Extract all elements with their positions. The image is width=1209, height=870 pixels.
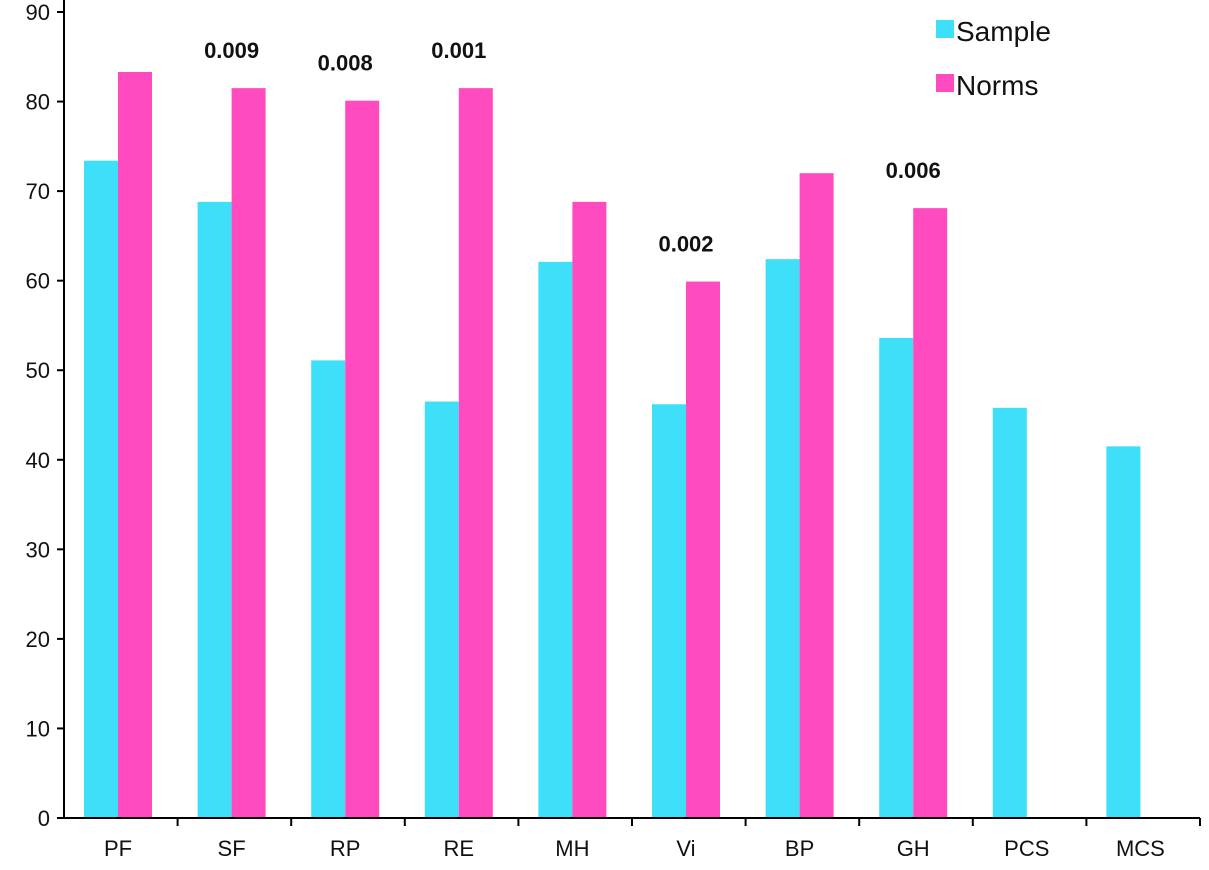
bar-norms-pf xyxy=(118,72,152,819)
bar-sample-mh xyxy=(538,261,573,818)
x-tick-label: PF xyxy=(104,836,132,861)
x-tick-label: GH xyxy=(897,836,930,861)
y-tick-label: 60 xyxy=(26,269,50,294)
bar-sample-pf xyxy=(84,160,118,818)
y-tick-label: 30 xyxy=(26,537,50,562)
x-tick-label: MCS xyxy=(1116,836,1165,861)
bar-sample-mcs xyxy=(1106,446,1141,818)
legend: Sample Norms xyxy=(936,16,1051,101)
pvalue-annotations: 0.009 0.008 0.001 0.002 0.006 xyxy=(204,38,941,256)
x-tick-label: RE xyxy=(444,836,475,861)
bar-norms-sf xyxy=(231,88,266,819)
bar-sample-bp xyxy=(765,259,800,818)
y-tick-label: 90 xyxy=(26,0,50,25)
bar-sample-vi xyxy=(652,404,686,818)
y-tick-label: 10 xyxy=(26,716,50,741)
pvalue-label-vi: 0.002 xyxy=(658,232,713,257)
y-tick-label: 50 xyxy=(26,358,50,383)
bar-sample-rp xyxy=(311,360,346,818)
bars-layer xyxy=(84,72,1141,819)
bar-norms-rp xyxy=(345,100,380,818)
bar-norms-gh xyxy=(913,208,948,819)
bar-sample-re xyxy=(424,401,459,818)
axes-layer xyxy=(58,0,1200,819)
y-tick-label: 0 xyxy=(38,806,50,831)
x-tick-label: BP xyxy=(785,836,814,861)
bar-norms-vi xyxy=(686,281,720,818)
y-tick-label: 40 xyxy=(26,448,50,473)
pvalue-label-gh: 0.006 xyxy=(886,158,941,183)
x-tick-label: Vi xyxy=(676,836,695,861)
legend-label-norms: Norms xyxy=(956,70,1038,101)
y-tick-label: 20 xyxy=(26,627,50,652)
bar-sample-sf xyxy=(197,201,232,818)
bar-norms-mh xyxy=(572,201,607,818)
bar-norms-bp xyxy=(799,173,834,818)
y-tick-label: 80 xyxy=(26,90,50,115)
y-axis-ticks: 0 10 20 30 40 50 60 70 80 90 xyxy=(26,0,64,831)
legend-swatch-sample xyxy=(936,20,954,38)
bar-norms-re xyxy=(458,88,493,819)
bar-sample-pcs xyxy=(992,407,1027,818)
legend-label-sample: Sample xyxy=(956,16,1051,47)
bar-sample-gh xyxy=(879,337,914,818)
x-tick-label: MH xyxy=(555,836,589,861)
legend-swatch-norms xyxy=(936,74,954,92)
pvalue-label-sf: 0.009 xyxy=(204,38,259,63)
y-tick-label: 70 xyxy=(26,179,50,204)
x-tick-label: SF xyxy=(218,836,246,861)
pvalue-label-rp: 0.008 xyxy=(318,51,373,76)
x-tick-label: PCS xyxy=(1004,836,1049,861)
pvalue-label-re: 0.001 xyxy=(431,38,486,63)
x-tick-label: RP xyxy=(330,836,361,861)
x-axis-ticks: PF SF RP RE MH Vi BP GH PCS MCS xyxy=(104,818,1201,861)
